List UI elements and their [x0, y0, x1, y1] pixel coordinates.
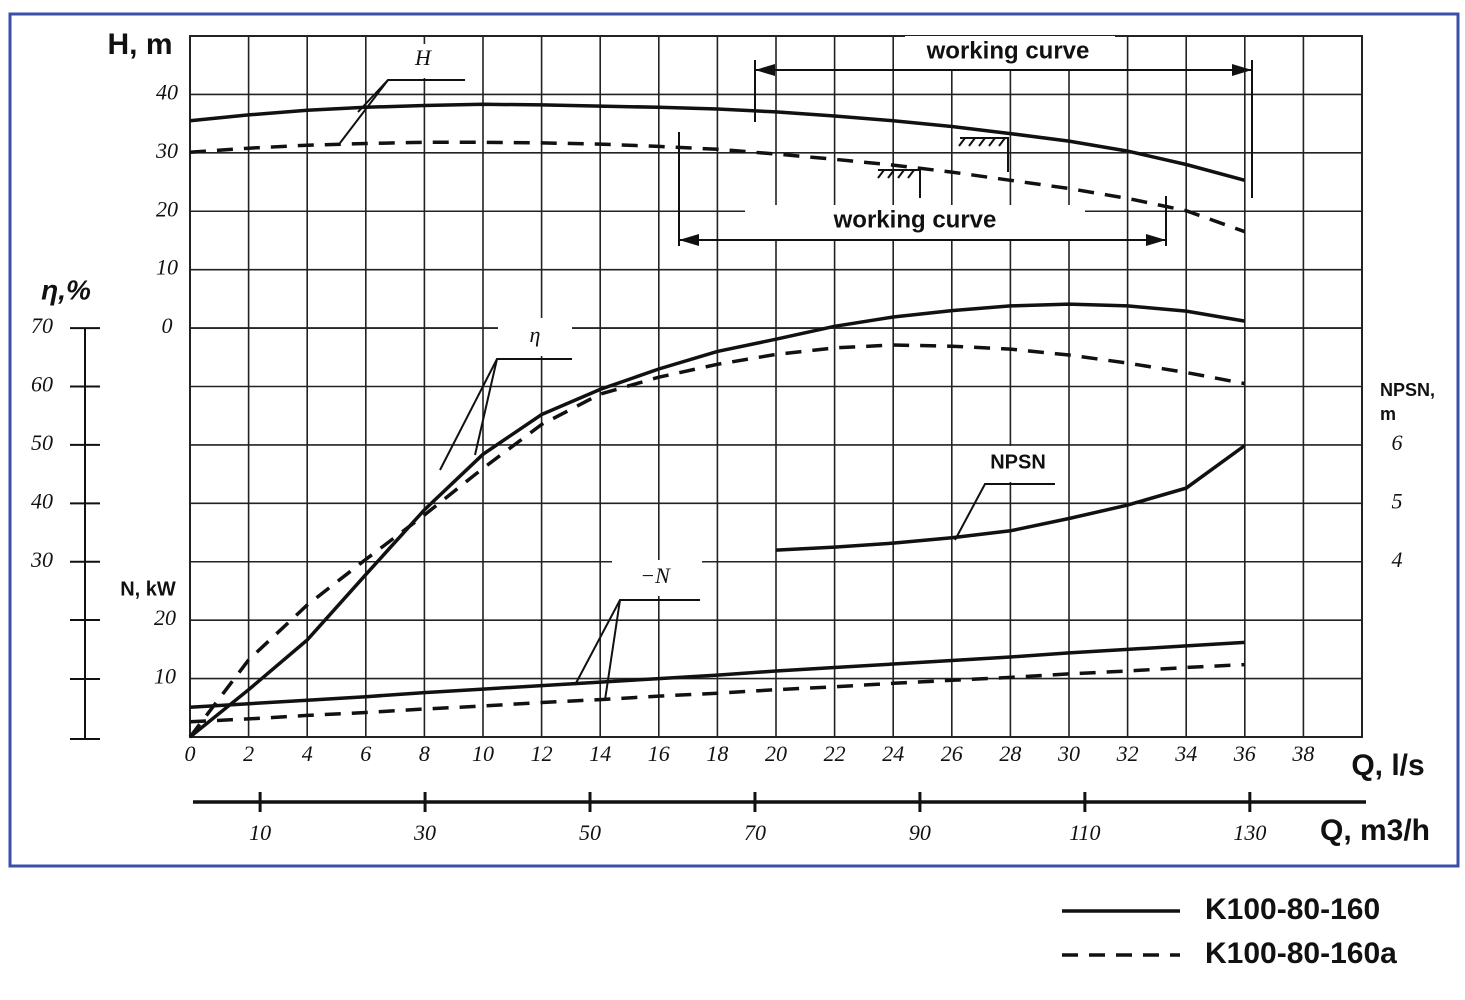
arrowhead — [755, 64, 775, 76]
leader — [339, 79, 389, 144]
curve — [189, 640, 1245, 709]
x-tick-label: 24 — [882, 741, 904, 766]
arrowhead — [1146, 234, 1166, 246]
x-axis-title: Q, l/s — [1351, 749, 1424, 782]
h-axis-title: H, m — [107, 28, 172, 61]
curve — [189, 662, 1245, 724]
y-tick-label: 40 — [31, 488, 53, 513]
leader — [474, 358, 498, 456]
x2-tick-label: 70 — [744, 820, 766, 845]
x2-tick-label: 130 — [1233, 820, 1266, 845]
curve — [188, 343, 1246, 739]
curve — [775, 444, 1246, 552]
x-tick-label: 38 — [1291, 741, 1314, 766]
x-tick-label: 6 — [360, 741, 371, 766]
x-tick-label: 36 — [1233, 741, 1256, 766]
curve — [188, 302, 1246, 739]
x-tick-label: 26 — [941, 741, 963, 766]
x-tick-label: 32 — [1116, 741, 1139, 766]
n-axis-title: N, kW — [120, 578, 176, 600]
x2-tick-label: 90 — [909, 820, 931, 845]
x-tick-label: 22 — [824, 741, 846, 766]
x-tick-label: 12 — [531, 741, 553, 766]
curve-label: η — [530, 322, 541, 347]
x2-tick-label: 110 — [1069, 820, 1100, 845]
eta-axis-title: η,% — [41, 274, 91, 305]
annotation: working curve — [833, 206, 997, 233]
x-tick-label: 8 — [419, 741, 430, 766]
x-tick-label: 18 — [706, 741, 728, 766]
x2-tick-label: 10 — [249, 820, 271, 845]
frame — [8, 12, 1460, 868]
leader — [954, 483, 1055, 541]
y-tick-label: 20 — [154, 605, 176, 630]
x-tick-label: 10 — [472, 741, 494, 766]
legend-label: K100-80-160a — [1205, 937, 1397, 970]
x-tick-label: 16 — [648, 741, 670, 766]
label-bg — [380, 44, 468, 78]
hatch-marker — [878, 169, 921, 198]
x-tick-label: 0 — [185, 741, 196, 766]
hatch — [958, 137, 1006, 147]
x2-tick-label: 50 — [579, 820, 601, 845]
y-tick-label: 4 — [1392, 547, 1403, 572]
annotation: working curve — [926, 37, 1090, 64]
leader — [574, 599, 700, 686]
y-tick-label: 70 — [31, 313, 53, 338]
x-tick-label: 4 — [302, 741, 313, 766]
arrowhead — [679, 234, 699, 246]
y-tick-label: 30 — [30, 547, 53, 572]
y-tick-label: 40 — [156, 79, 178, 104]
y-tick-label: 10 — [156, 255, 178, 280]
label-bg — [498, 318, 572, 356]
leader — [439, 358, 572, 471]
y-tick-label: 6 — [1392, 430, 1403, 455]
label-bg — [612, 560, 702, 596]
curve-label: −N — [640, 563, 671, 588]
x-tick-label: 2 — [243, 741, 254, 766]
curve-label: H — [414, 45, 432, 70]
x2-axis-title: Q, m3/h — [1320, 814, 1430, 847]
curve-label: NPSN — [990, 451, 1046, 473]
label-bg — [745, 205, 1085, 239]
hatch — [877, 169, 915, 179]
npsn-axis-title: NPSN, m — [1380, 380, 1436, 424]
y-tick-label: 20 — [156, 196, 178, 221]
y-tick-label: 5 — [1392, 488, 1403, 513]
curve — [189, 140, 1246, 234]
y-tick-label: 30 — [155, 138, 178, 163]
y-tick-label: 0 — [162, 313, 173, 338]
x-tick-label: 28 — [999, 741, 1021, 766]
x-tick-label: 14 — [589, 741, 611, 766]
label-bg — [905, 36, 1115, 70]
label-bg — [978, 446, 1058, 482]
x-tick-label: 20 — [765, 741, 787, 766]
y-tick-label: 60 — [31, 372, 53, 397]
curve — [189, 102, 1246, 182]
y-tick-label: 10 — [154, 664, 176, 689]
x2-tick-label: 30 — [413, 820, 436, 845]
x-tick-label: 34 — [1174, 741, 1197, 766]
plot-border — [189, 35, 1363, 738]
x-tick-label: 30 — [1057, 741, 1080, 766]
arrowhead — [1232, 64, 1252, 76]
y-tick-label: 50 — [31, 430, 53, 455]
legend-label: K100-80-160 — [1205, 893, 1380, 926]
hatch-marker — [960, 137, 1009, 172]
